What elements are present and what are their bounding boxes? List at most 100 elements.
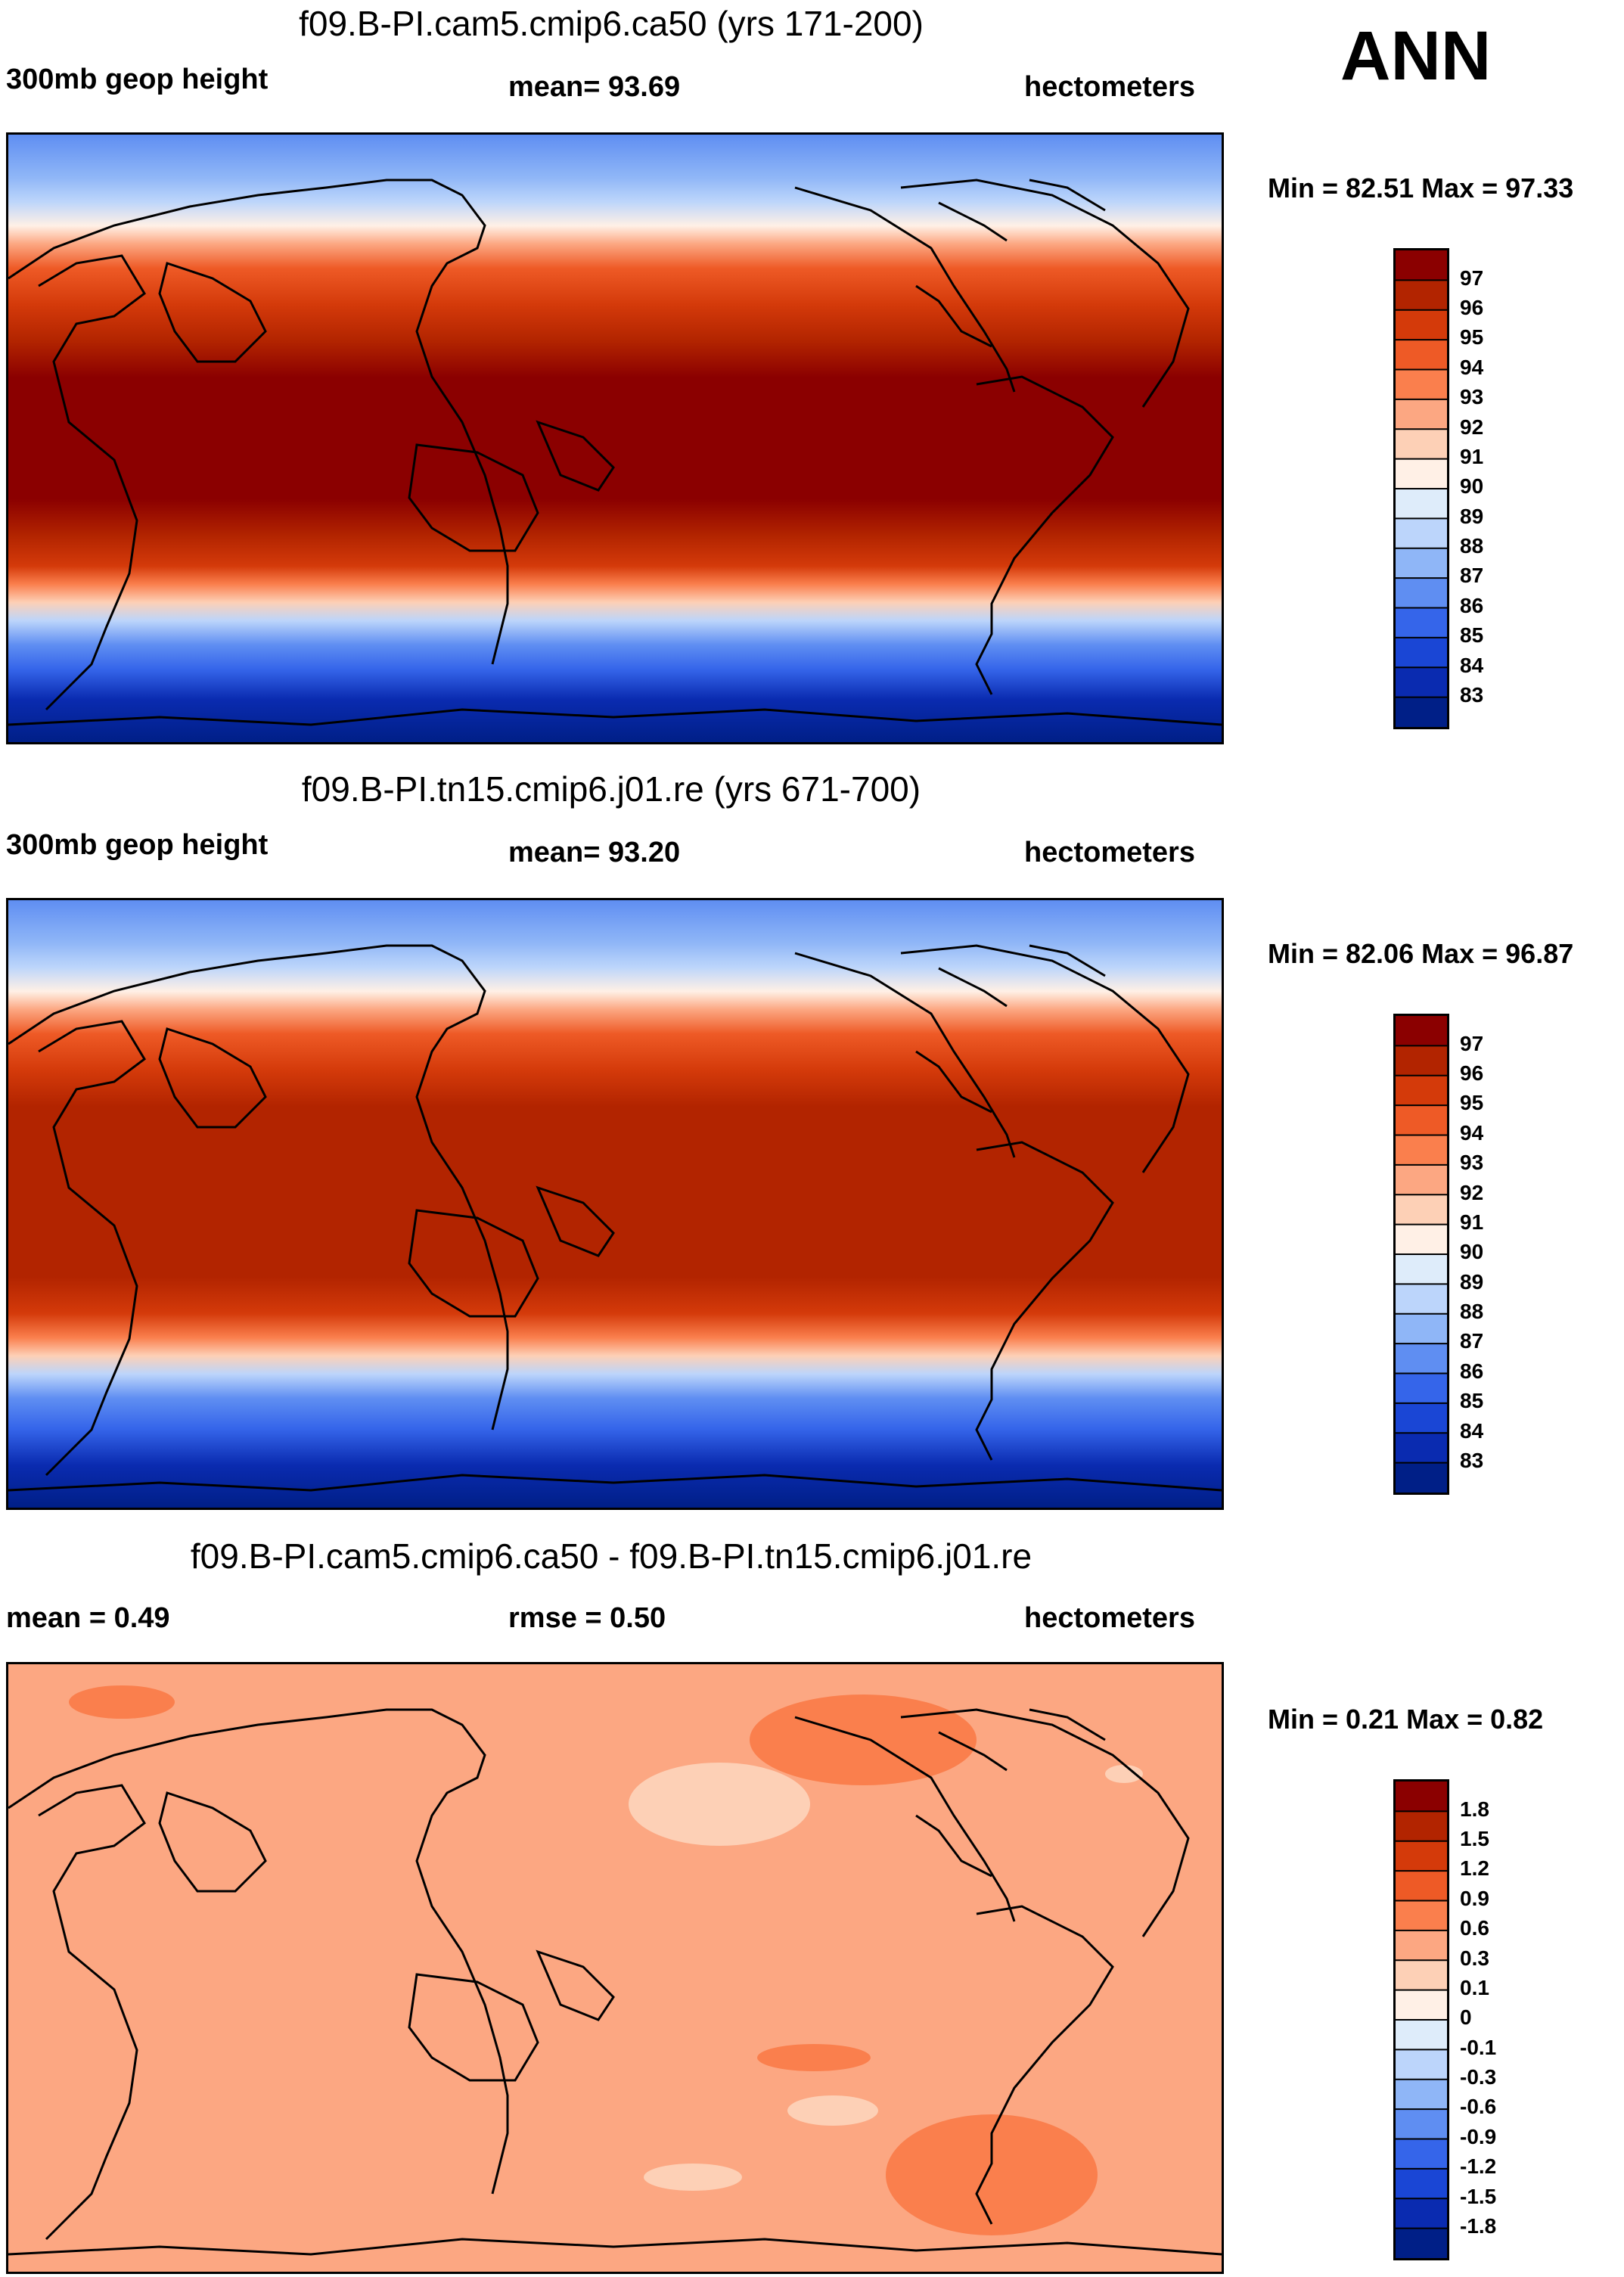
- panel-1-colorbar-label: 87: [1460, 564, 1484, 587]
- panel-2-title: f09.B-PI.tn15.cmip6.j01.re (yrs 671-700): [301, 769, 921, 809]
- panel-3-minmax: Min = 0.21 Max = 0.82: [1268, 1704, 1544, 1735]
- colorbar-swatch: [1396, 2049, 1447, 2080]
- panel-3-colorbar: [1393, 1779, 1449, 2260]
- panel-3-colorbar-label: -1.8: [1460, 2214, 1497, 2238]
- panel-3-colorbar-label: -1.2: [1460, 2154, 1497, 2178]
- panel-3-colorbar-label: 0.3: [1460, 1946, 1489, 1970]
- panel-2-mean-label: mean= 93.20: [508, 837, 681, 868]
- colorbar-swatch: [1396, 1990, 1447, 2021]
- panel-3-colorbar-label: 1.5: [1460, 1827, 1489, 1850]
- panel-3-colorbar-label: 0.1: [1460, 1976, 1489, 1999]
- panel-3-mean-label: mean = 0.49: [6, 1602, 170, 1634]
- panel-1-title: f09.B-PI.cam5.cmip6.ca50 (yrs 171-200): [299, 4, 924, 43]
- colorbar-swatch: [1396, 280, 1447, 311]
- panel-1-minmax: Min = 82.51 Max = 97.33: [1268, 172, 1574, 203]
- season-label: ANN: [1340, 17, 1492, 95]
- panel-2-colorbar-label: 96: [1460, 1061, 1484, 1085]
- panel-1-colorbar-label: 95: [1460, 325, 1484, 349]
- panel-2-colorbar-label: 85: [1460, 1389, 1484, 1412]
- panel-2-colorbar-label: 83: [1460, 1449, 1484, 1472]
- colorbar-swatch: [1396, 518, 1447, 549]
- colorbar-swatch: [1396, 1224, 1447, 1255]
- panel-3-colorbar-label: -0.9: [1460, 2125, 1497, 2148]
- colorbar-swatch: [1396, 1344, 1447, 1374]
- panel-1-colorbar-label: 96: [1460, 296, 1484, 319]
- colorbar-swatch: [1396, 1403, 1447, 1434]
- panel-2-colorbar-label: 97: [1460, 1032, 1484, 1055]
- colorbar-swatch: [1396, 369, 1447, 400]
- colorbar-swatch: [1396, 1960, 1447, 1991]
- panel-3-colorbar-label: 0.9: [1460, 1887, 1489, 1910]
- panel-1-map: [6, 132, 1224, 744]
- panel-2-colorbar: [1393, 1014, 1449, 1495]
- panel-2-colorbar-label: 90: [1460, 1240, 1484, 1263]
- colorbar-swatch: [1396, 1284, 1447, 1315]
- colorbar-swatch: [1396, 1045, 1447, 1076]
- colorbar-swatch: [1396, 1900, 1447, 1931]
- colorbar-swatch: [1396, 667, 1447, 698]
- panel-3-colorbar-label: -0.1: [1460, 2036, 1497, 2059]
- colorbar-swatch: [1396, 2139, 1447, 2170]
- colorbar-swatch: [1396, 1016, 1447, 1046]
- panel-3-rmse-label: rmse = 0.50: [508, 1602, 666, 1634]
- colorbar-swatch: [1396, 2109, 1447, 2139]
- panel-2-colorbar-label: 91: [1460, 1210, 1484, 1234]
- panel-2-map: [6, 898, 1224, 1510]
- colorbar-swatch: [1396, 1871, 1447, 1901]
- colorbar-swatch: [1396, 578, 1447, 608]
- panel-1-units-label: hectometers: [1024, 71, 1195, 103]
- colorbar-swatch: [1396, 1433, 1447, 1464]
- colorbar-swatch: [1396, 1462, 1447, 1493]
- panel-1-colorbar-label: 92: [1460, 415, 1484, 439]
- panel-3-colorbar-label: 0.6: [1460, 1916, 1489, 1940]
- colorbar-swatch: [1396, 399, 1447, 430]
- panel-3-colorbar-label: -0.6: [1460, 2095, 1497, 2118]
- colorbar-swatch: [1396, 637, 1447, 668]
- panel-2-colorbar-label: 87: [1460, 1329, 1484, 1353]
- colorbar-swatch: [1396, 548, 1447, 579]
- colorbar-swatch: [1396, 2198, 1447, 2229]
- panel-3-colorbar-label: -1.5: [1460, 2185, 1497, 2208]
- panel-3-map: [6, 1662, 1224, 2274]
- panel-1-colorbar-label: 97: [1460, 266, 1484, 290]
- colorbar-swatch: [1396, 1313, 1447, 1344]
- panel-2-colorbar-label: 92: [1460, 1181, 1484, 1204]
- colorbar-swatch: [1396, 1135, 1447, 1166]
- panel-2-colorbar-label: 93: [1460, 1151, 1484, 1174]
- panel-2-colorbar-label: 86: [1460, 1359, 1484, 1383]
- panel-2-colorbar-label: 95: [1460, 1091, 1484, 1114]
- panel-1-colorbar-label: 89: [1460, 505, 1484, 528]
- panel-2-colorbar-label: 88: [1460, 1300, 1484, 1323]
- colorbar-swatch: [1396, 1194, 1447, 1225]
- colorbar-swatch: [1396, 429, 1447, 460]
- panel-2-colorbar-label: 94: [1460, 1121, 1484, 1145]
- panel-3-units-label: hectometers: [1024, 1602, 1195, 1634]
- panel-1-colorbar-label: 93: [1460, 385, 1484, 408]
- colorbar-swatch: [1396, 340, 1447, 370]
- panel-2-minmax: Min = 82.06 Max = 96.87: [1268, 938, 1574, 969]
- colorbar-swatch: [1396, 607, 1447, 638]
- colorbar-swatch: [1396, 1782, 1447, 1812]
- colorbar-swatch: [1396, 1930, 1447, 1961]
- panel-1-colorbar-label: 86: [1460, 594, 1484, 617]
- colorbar-swatch: [1396, 2020, 1447, 2050]
- panel-1-colorbar-label: 84: [1460, 654, 1484, 677]
- panel-1-colorbar-label: 88: [1460, 534, 1484, 558]
- colorbar-swatch: [1396, 2168, 1447, 2199]
- panel-2-units-label: hectometers: [1024, 837, 1195, 868]
- panel-1-colorbar-label: 85: [1460, 623, 1484, 647]
- colorbar-swatch: [1396, 1254, 1447, 1285]
- panel-3-colorbar-label: 0: [1460, 2005, 1472, 2029]
- panel-2-variable-label: 300mb geop height: [6, 829, 269, 861]
- panel-1-mean-label: mean= 93.69: [508, 71, 681, 103]
- colorbar-swatch: [1396, 697, 1447, 727]
- colorbar-swatch: [1396, 489, 1447, 519]
- colorbar-swatch: [1396, 1105, 1447, 1135]
- panel-1-colorbar-label: 83: [1460, 683, 1484, 707]
- panel-3-colorbar-label: -0.3: [1460, 2065, 1497, 2089]
- colorbar-swatch: [1396, 2079, 1447, 2110]
- panel-1-colorbar-label: 90: [1460, 474, 1484, 498]
- colorbar-swatch: [1396, 1841, 1447, 1872]
- colorbar-swatch: [1396, 1811, 1447, 1842]
- panel-3-colorbar-label: 1.2: [1460, 1856, 1489, 1880]
